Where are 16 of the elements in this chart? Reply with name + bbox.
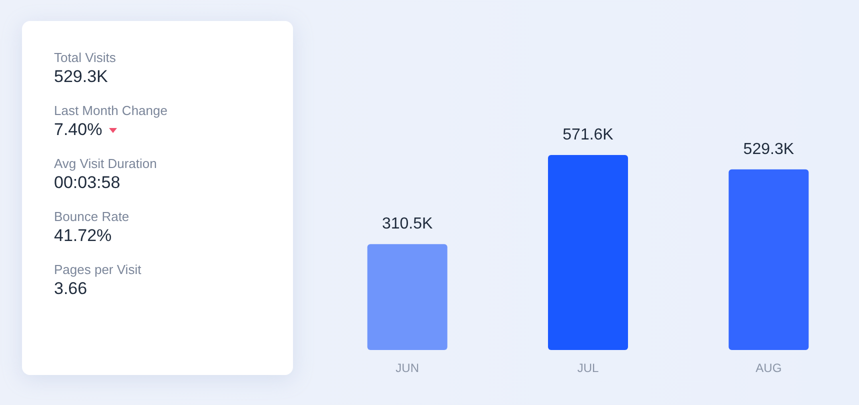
- text: Bounce Rate: [54, 209, 130, 224]
- text: 41.72%: [54, 225, 112, 247]
- data-label: 571.6K: [562, 126, 614, 144]
- text: Pages per Visit: [54, 262, 142, 277]
- text: 529.3K: [54, 66, 108, 88]
- x-tick-label: AUG: [756, 361, 782, 375]
- data-label: 310.5K: [382, 216, 434, 233]
- text: 00:03:58: [54, 172, 120, 194]
- data-label: 529.3K: [743, 140, 794, 158]
- x-tick-label: JUL: [577, 361, 599, 375]
- text: 3.66: [54, 278, 88, 300]
- text: Avg Visit Duration: [54, 156, 157, 171]
- text: Total Visits: [54, 50, 116, 65]
- x-tick-label: JUN: [396, 361, 420, 375]
- text: 7.40%: [54, 119, 102, 141]
- text: Last Month Change: [54, 103, 168, 118]
